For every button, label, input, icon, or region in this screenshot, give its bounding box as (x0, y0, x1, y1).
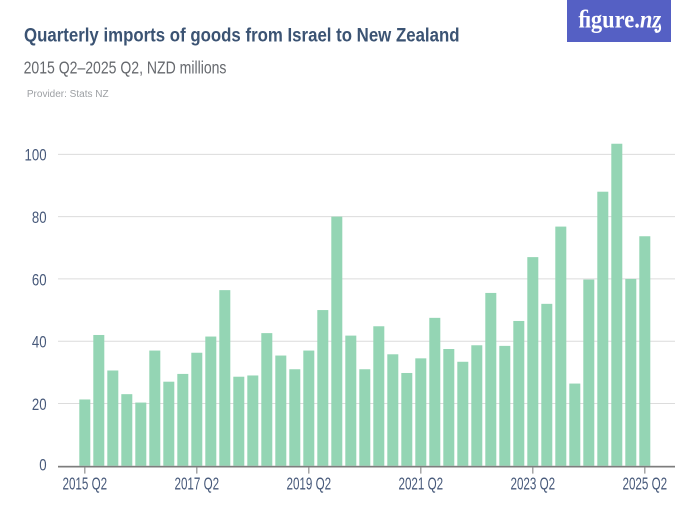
svg-text:2015 Q2: 2015 Q2 (62, 475, 107, 494)
svg-text:Quarterly imports of goods fro: Quarterly imports of goods from Israel t… (24, 25, 460, 46)
svg-text:20: 20 (32, 396, 47, 415)
svg-text:Provider: Stats NZ: Provider: Stats NZ (27, 89, 109, 100)
svg-text:2021 Q2: 2021 Q2 (398, 475, 443, 494)
svg-text:2015 Q2–2025 Q2, NZD millions: 2015 Q2–2025 Q2, NZD millions (24, 58, 227, 78)
svg-text:80: 80 (32, 209, 47, 228)
svg-text:100: 100 (25, 146, 47, 165)
svg-text:2017 Q2: 2017 Q2 (174, 475, 219, 494)
svg-text:2023 Q2: 2023 Q2 (510, 475, 555, 494)
svg-text:ﬁgure.nz: ﬁgure.nz (578, 6, 661, 33)
svg-text:60: 60 (32, 271, 47, 290)
svg-text:2019 Q2: 2019 Q2 (286, 475, 331, 494)
svg-text:0: 0 (39, 456, 46, 475)
svg-text:2025 Q2: 2025 Q2 (622, 475, 667, 494)
svg-text:40: 40 (32, 333, 47, 352)
